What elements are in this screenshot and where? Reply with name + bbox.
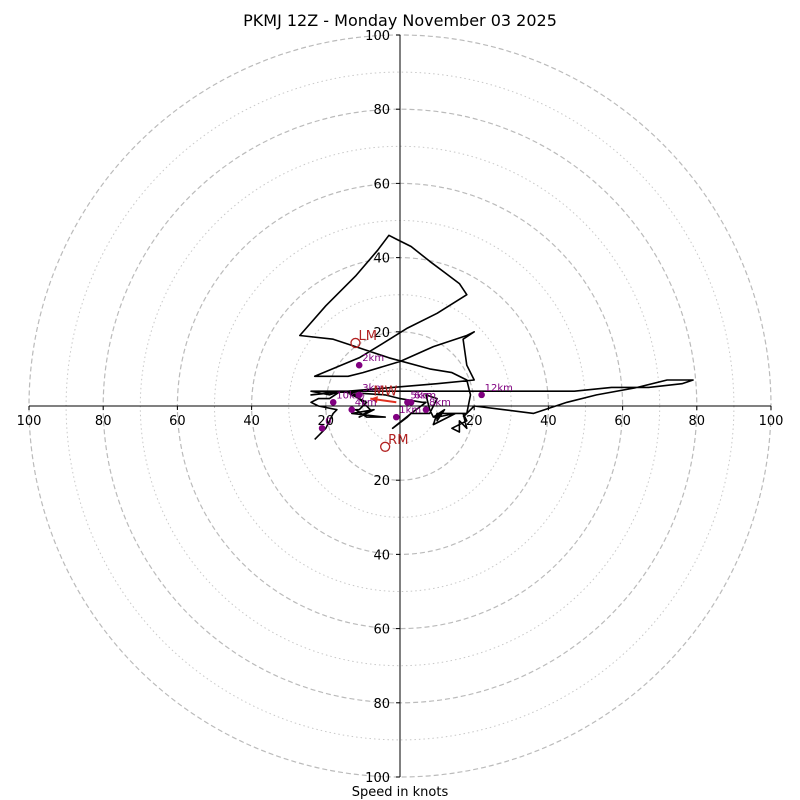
storm-label-RM: RM: [388, 433, 408, 448]
y-tick-label: 20: [373, 474, 390, 489]
height-marker-0: [318, 424, 326, 432]
height-marker-3km: [355, 391, 363, 399]
height-marker-12km: [478, 391, 485, 399]
y-tick-label: 60: [373, 623, 390, 638]
mean-wind-arrow: [370, 396, 397, 404]
x-tick-label: 100: [17, 414, 42, 429]
y-tick-label: 80: [373, 103, 390, 118]
height-label-3km: 3km: [362, 383, 384, 394]
x-tick-label: 40: [540, 414, 557, 429]
height-label-5km: 5km: [410, 390, 432, 401]
chart-title: PKMJ 12Z - Monday November 03 2025: [243, 11, 557, 30]
height-label-10km: 10km: [336, 390, 364, 401]
height-label-0: 0: [325, 416, 331, 427]
y-tick-label: 20: [373, 326, 390, 341]
storm-motion-markers: LM RM MW: [350, 329, 408, 452]
height-label-1km: 1km: [399, 405, 421, 416]
x-tick-label: 60: [169, 414, 186, 429]
mean-wind-arrowhead: [370, 396, 378, 404]
x-axis-label: Speed in knots: [352, 785, 449, 800]
height-label-8km: 8km: [429, 398, 451, 409]
height-marker-6km: [407, 398, 415, 406]
height-marker-10km: [329, 398, 337, 406]
tick-labels: 100 80 60 40 20 20 40 60 80 100100806040202040608…: [17, 29, 784, 786]
height-label-12km: 12km: [485, 383, 513, 394]
height-label-4km: 4km: [355, 398, 377, 409]
height-label-6km: 6km: [414, 390, 436, 401]
y-tick-label: 80: [373, 697, 390, 712]
height-marker-1km: [392, 413, 400, 421]
y-tick-label: 40: [373, 548, 390, 563]
height-marker-2km: [355, 361, 363, 369]
y-tick-label: 100: [365, 771, 390, 786]
y-tick-label: 60: [373, 177, 390, 192]
y-tick-label: 40: [373, 252, 390, 267]
y-tick-label: 100: [365, 29, 390, 44]
x-tick-label: 80: [689, 414, 706, 429]
axes: [29, 35, 771, 777]
storm-marker-LM: [350, 337, 361, 349]
x-tick-label: 60: [614, 414, 631, 429]
x-tick-label: 80: [95, 414, 112, 429]
hodograph-line: [298, 234, 694, 440]
storm-marker-RM: [380, 441, 391, 452]
x-tick-label: 100: [759, 414, 784, 429]
height-marker-8km: [422, 406, 430, 414]
x-tick-label: 40: [243, 414, 260, 429]
height-label-2km: 2km: [362, 353, 384, 364]
x-tick-label: 20: [466, 414, 483, 429]
storm-label-LM: LM: [358, 329, 376, 344]
storm-label-MW: MW: [373, 385, 397, 400]
height-marker-4km: [348, 406, 356, 414]
hodograph-trace: [298, 234, 694, 440]
